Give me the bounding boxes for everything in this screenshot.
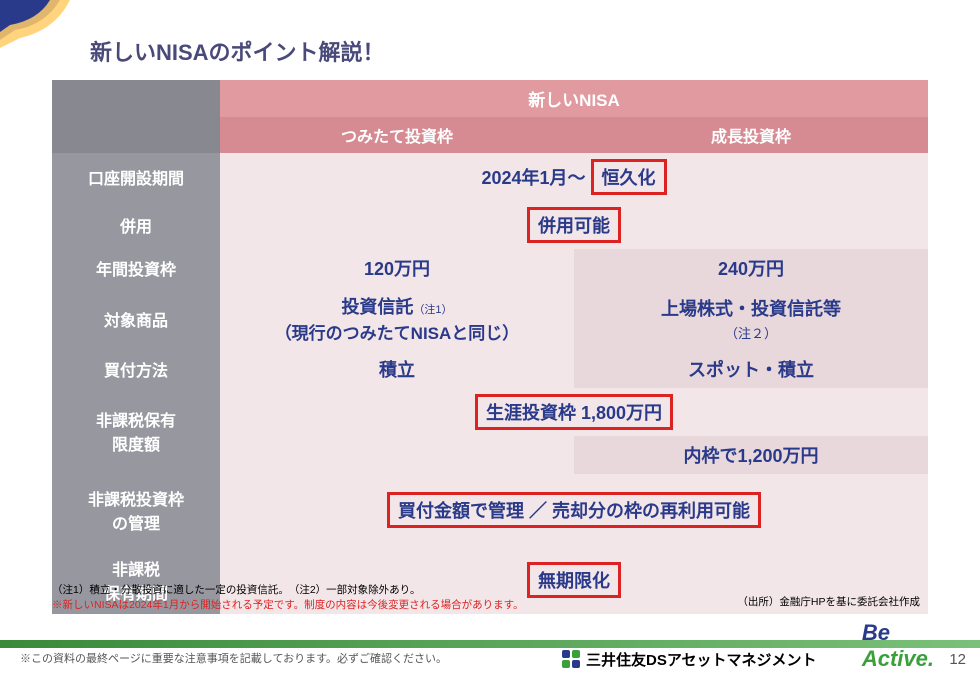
company-name: 三井住友DSアセットマネジメント xyxy=(586,649,817,670)
row-limit-empty xyxy=(220,436,574,474)
be-text: Be xyxy=(862,620,890,645)
row-annual-a: 120万円 xyxy=(220,249,574,287)
header-sub-b: 成長投資枠 xyxy=(574,117,928,153)
row-product-b: 上場株式・投資信託等 （注２） xyxy=(574,287,928,350)
footnote-2: ※新しいNISAは2024年1月から開始される予定です。制度の内容は今後変更され… xyxy=(52,598,524,613)
row-method-a: 積立 xyxy=(220,350,574,388)
product-a-sub: （現行のつみたてNISAと同じ） xyxy=(224,319,570,344)
row-product-a: 投資信託（注1） （現行のつみたてNISAと同じ） xyxy=(220,287,574,350)
row-manage-label: 非課税投資枠 の管理 xyxy=(52,474,220,546)
footer-logo: 三井住友DSアセットマネジメント xyxy=(560,648,817,670)
row-annual-b: 240万円 xyxy=(574,249,928,287)
period-boxed: 無期限化 xyxy=(527,562,621,598)
header-main: 新しいNISA xyxy=(220,80,928,117)
row-combine-label: 併用 xyxy=(52,201,220,249)
row-account-label: 口座開設期間 xyxy=(52,153,220,201)
manage-boxed: 買付金額で管理 ／ 売却分の枠の再利用可能 xyxy=(387,492,761,528)
account-boxed: 恒久化 xyxy=(591,159,667,195)
row-manage-value: 買付金額で管理 ／ 売却分の枠の再利用可能 xyxy=(220,474,928,546)
row-combine-value: 併用可能 xyxy=(220,201,928,249)
nisa-table: 新しいNISA つみたて投資枠 成長投資枠 口座開設期間 2024年1月～ 恒久… xyxy=(52,80,928,614)
page-title: 新しいNISAのポイント解説！ xyxy=(90,35,385,67)
combine-boxed: 併用可能 xyxy=(527,207,621,243)
product-b-sub: （注２） xyxy=(578,323,924,342)
footnotes: （注1）積立・分散投資に適した一定の投資信託。 （注2）一部対象除外あり。 ※新… xyxy=(52,583,524,612)
product-b-main: 上場株式・投資信託等 xyxy=(661,299,841,319)
active-text: Active. xyxy=(862,646,934,671)
header-sub-a: つみたて投資枠 xyxy=(220,117,574,153)
row-limit-row1: 生涯投資枠 1,800万円 xyxy=(220,388,928,436)
product-a-note: （注1） xyxy=(413,304,452,316)
footer-disclaimer: ※この資料の最終ページに重要な注意事項を記載しております。必ずご確認ください。 xyxy=(20,650,447,666)
row-account-value: 2024年1月～ 恒久化 xyxy=(220,153,928,201)
header-blank xyxy=(52,80,220,117)
row-method-label: 買付方法 xyxy=(52,350,220,388)
row-product-label: 対象商品 xyxy=(52,287,220,350)
footnote-1: （注1）積立・分散投資に適した一定の投資信託。 （注2）一部対象除外あり。 xyxy=(52,583,524,598)
source-text: （出所）金融庁HPを基に委託会社作成 xyxy=(737,594,920,609)
header-blank2 xyxy=(52,117,220,153)
row-method-b: スポット・積立 xyxy=(574,350,928,388)
row-limit-b: 内枠で1,200万円 xyxy=(574,436,928,474)
footer-bar xyxy=(0,640,980,642)
account-prefix: 2024年1月～ xyxy=(481,168,585,188)
row-limit-label: 非課税保有 限度額 xyxy=(52,388,220,474)
page-number: 12 xyxy=(949,651,966,668)
beactive-logo: Be Active. xyxy=(862,620,934,672)
product-a-main: 投資信託 xyxy=(341,297,413,317)
row-annual-label: 年間投資枠 xyxy=(52,249,220,287)
limit-boxed: 生涯投資枠 1,800万円 xyxy=(475,394,673,430)
logo-icon xyxy=(560,648,582,670)
